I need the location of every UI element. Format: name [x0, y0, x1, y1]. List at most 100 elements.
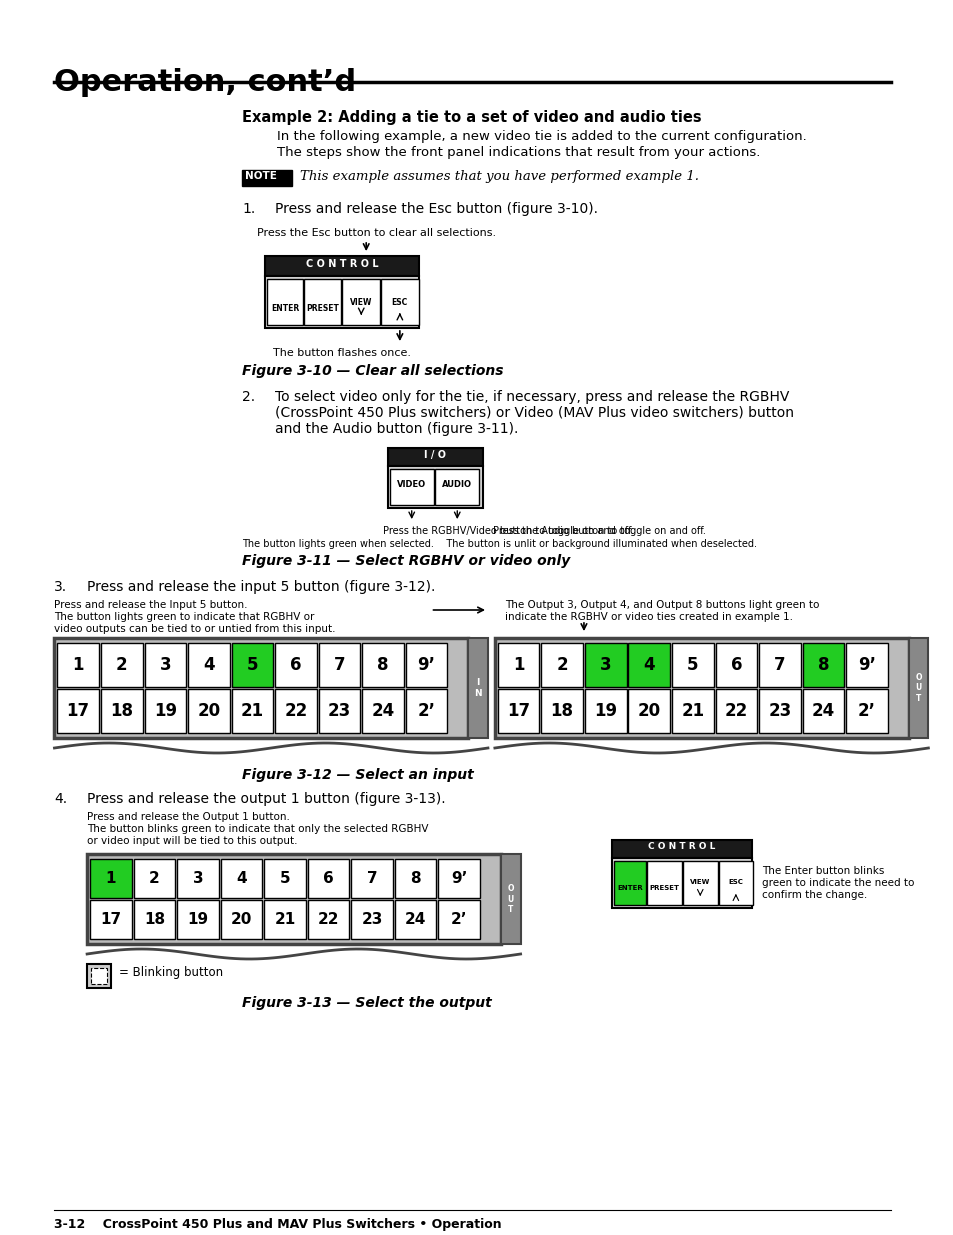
Text: 23: 23	[328, 701, 351, 720]
Text: 5: 5	[247, 656, 258, 674]
Bar	[57, 643, 99, 687]
Bar	[177, 860, 218, 898]
Text: 3: 3	[159, 656, 171, 674]
Text: 9’: 9’	[451, 871, 467, 885]
Text: 2’: 2’	[451, 911, 467, 927]
Bar	[90, 860, 132, 898]
Bar	[388, 448, 482, 466]
Bar	[395, 860, 436, 898]
Text: 5: 5	[686, 656, 698, 674]
Bar	[91, 968, 107, 984]
Text: 20: 20	[231, 911, 252, 927]
Bar	[628, 689, 669, 734]
Text: 6: 6	[290, 656, 301, 674]
Text: 7: 7	[367, 871, 377, 885]
Text: Figure 3-12 — Select an input: Figure 3-12 — Select an input	[242, 768, 474, 782]
Bar	[318, 643, 360, 687]
Bar	[274, 643, 316, 687]
Bar	[468, 638, 487, 739]
Bar	[682, 861, 717, 905]
Text: This example assumes that you have performed example 1.: This example assumes that you have perfo…	[299, 170, 699, 183]
Bar	[647, 861, 681, 905]
Bar	[232, 643, 273, 687]
Bar	[267, 279, 302, 325]
Text: 5: 5	[279, 871, 290, 885]
Text: Press the RGBHV/Video button to toggle on and off.: Press the RGBHV/Video button to toggle o…	[383, 526, 633, 536]
Bar	[845, 689, 887, 734]
Text: ESC: ESC	[392, 298, 408, 308]
Text: 17: 17	[100, 911, 121, 927]
Text: 1: 1	[106, 871, 116, 885]
Bar	[611, 840, 751, 858]
Text: The button blinks green to indicate that only the selected RGBHV: The button blinks green to indicate that…	[87, 824, 428, 834]
Bar	[845, 643, 887, 687]
Text: AUDIO: AUDIO	[442, 480, 472, 489]
Bar	[801, 689, 843, 734]
Text: 2’: 2’	[857, 701, 875, 720]
Text: 24: 24	[371, 701, 395, 720]
Text: 1: 1	[72, 656, 84, 674]
Bar	[628, 643, 669, 687]
Text: I
N: I N	[474, 678, 481, 698]
Text: green to indicate the need to: green to indicate the need to	[761, 878, 914, 888]
Bar	[435, 469, 478, 505]
Text: 18: 18	[550, 701, 573, 720]
Text: 18: 18	[144, 911, 165, 927]
Bar	[177, 900, 218, 939]
Text: 17: 17	[507, 701, 530, 720]
Text: or video input will be tied to this output.: or video input will be tied to this outp…	[87, 836, 297, 846]
Text: 2: 2	[149, 871, 159, 885]
Text: ESC: ESC	[728, 879, 742, 885]
Bar	[308, 900, 349, 939]
Text: 6: 6	[730, 656, 741, 674]
Text: PRESET: PRESET	[306, 304, 338, 312]
Text: I / O: I / O	[424, 450, 446, 459]
Text: Operation, cont’d: Operation, cont’d	[54, 68, 356, 98]
Text: 23: 23	[361, 911, 382, 927]
Bar	[541, 643, 582, 687]
Text: PRESET: PRESET	[649, 885, 679, 890]
Bar	[671, 643, 713, 687]
Bar	[388, 466, 482, 508]
Bar	[188, 643, 230, 687]
Bar	[144, 689, 186, 734]
Text: To select video only for the tie, if necessary, press and release the RGBHV: To select video only for the tie, if nec…	[274, 390, 789, 404]
Bar	[351, 900, 393, 939]
Bar	[57, 689, 99, 734]
Text: 2: 2	[556, 656, 567, 674]
Text: 9’: 9’	[857, 656, 875, 674]
Bar	[351, 860, 393, 898]
Text: 21: 21	[240, 701, 264, 720]
Bar	[611, 858, 751, 908]
Bar	[495, 638, 907, 739]
Text: ENTER: ENTER	[617, 885, 642, 890]
Text: C O N T R O L: C O N T R O L	[648, 842, 715, 851]
Text: 3-12    CrossPoint 450 Plus and MAV Plus Switchers • Operation: 3-12 CrossPoint 450 Plus and MAV Plus Sw…	[54, 1218, 501, 1231]
Bar	[759, 643, 800, 687]
Text: video outputs can be tied to or untied from this input.: video outputs can be tied to or untied f…	[54, 624, 335, 634]
Text: 4.: 4.	[54, 792, 68, 806]
Text: In the following example, a new video tie is added to the current configuration.: In the following example, a new video ti…	[276, 130, 806, 143]
Bar	[405, 643, 447, 687]
Text: 1.: 1.	[242, 203, 255, 216]
Text: Press the Esc button to clear all selections.: Press the Esc button to clear all select…	[257, 228, 496, 238]
Bar	[265, 256, 418, 275]
Bar	[220, 900, 262, 939]
Bar	[497, 689, 538, 734]
Text: 4: 4	[203, 656, 214, 674]
Bar	[242, 170, 292, 186]
Bar	[395, 900, 436, 939]
Bar	[718, 861, 753, 905]
Text: confirm the change.: confirm the change.	[761, 890, 866, 900]
Text: 23: 23	[767, 701, 791, 720]
Text: VIDEO: VIDEO	[396, 480, 426, 489]
Bar	[188, 689, 230, 734]
Text: 1: 1	[513, 656, 524, 674]
Text: 22: 22	[284, 701, 307, 720]
Text: 2.: 2.	[242, 390, 255, 404]
Text: Press and release the input 5 button (figure 3-12).: Press and release the input 5 button (fi…	[87, 580, 435, 594]
Bar	[342, 279, 379, 325]
Text: C O N T R O L: C O N T R O L	[305, 259, 378, 269]
Bar	[133, 900, 175, 939]
Text: O
U
T: O U T	[507, 884, 514, 914]
